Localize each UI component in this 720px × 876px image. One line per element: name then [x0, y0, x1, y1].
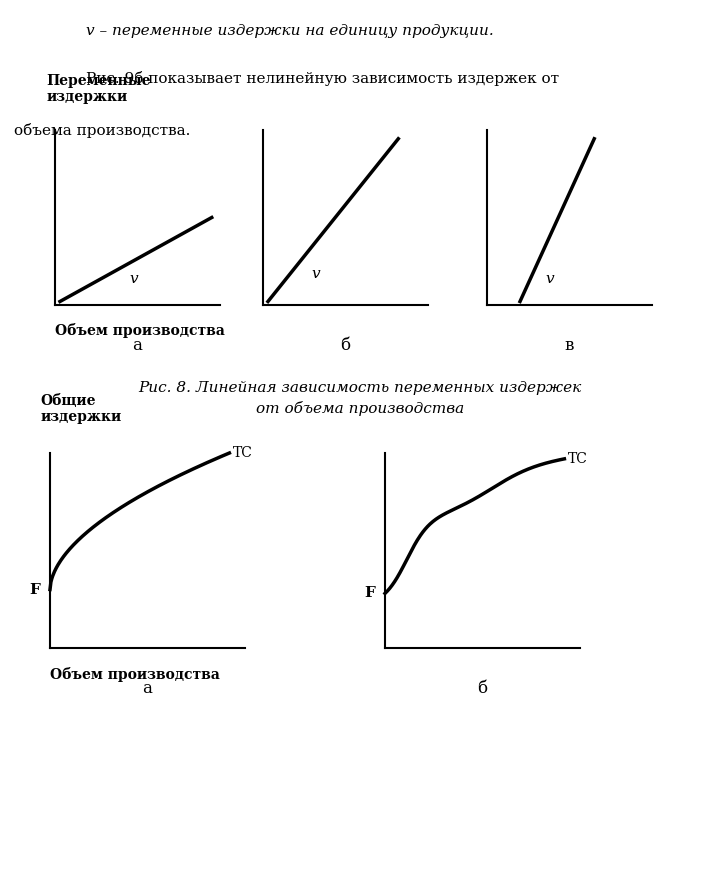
- Text: v: v: [545, 272, 554, 286]
- Text: F: F: [364, 586, 375, 600]
- Text: Рис. 9б показывает нелинейную зависимость издержек от: Рис. 9б показывает нелинейную зависимост…: [86, 71, 559, 86]
- Text: Рис. 8. Линейная зависимость переменных издержек
от объема производства: Рис. 8. Линейная зависимость переменных …: [138, 381, 582, 416]
- Text: TC: TC: [568, 452, 588, 466]
- Text: Общие
издержки: Общие издержки: [40, 393, 122, 424]
- Text: v: v: [312, 266, 320, 280]
- Text: б: б: [477, 680, 487, 697]
- Text: Переменные
издержки: Переменные издержки: [47, 74, 151, 103]
- Text: F: F: [30, 583, 40, 597]
- Text: Объем производства: Объем производства: [55, 322, 225, 337]
- Text: a: a: [132, 337, 143, 354]
- Text: a: a: [143, 680, 153, 697]
- Text: TC: TC: [233, 446, 253, 460]
- Text: объема производства.: объема производства.: [14, 123, 191, 138]
- Text: Объем производства: Объем производства: [50, 668, 220, 682]
- Text: v – переменные издержки на единицу продукции.: v – переменные издержки на единицу проду…: [86, 24, 494, 38]
- Text: в: в: [564, 337, 575, 354]
- Text: б: б: [341, 337, 351, 354]
- Text: v: v: [130, 272, 138, 286]
